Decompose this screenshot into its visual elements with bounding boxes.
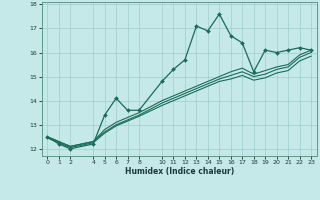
- X-axis label: Humidex (Indice chaleur): Humidex (Indice chaleur): [124, 167, 234, 176]
